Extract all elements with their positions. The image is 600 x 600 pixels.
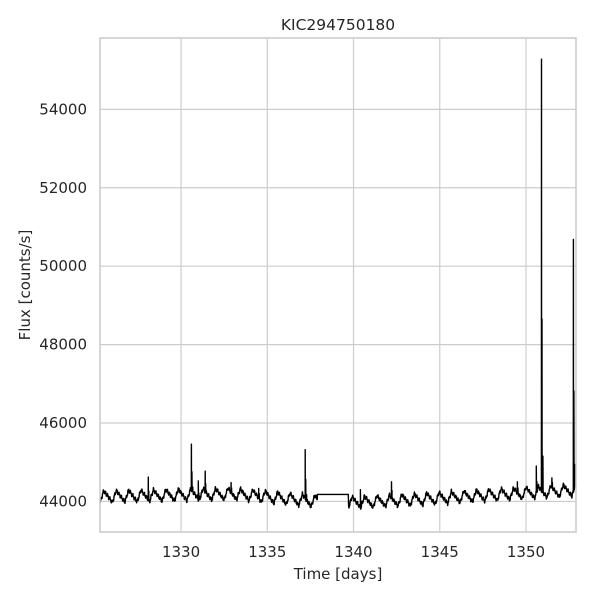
- x-tick-label: 1330: [162, 543, 200, 561]
- y-tick-label: 44000: [39, 492, 87, 510]
- chart-title: KIC294750180: [281, 16, 395, 34]
- x-axis-label: Time [days]: [293, 565, 383, 583]
- y-tick-label: 50000: [39, 257, 87, 275]
- x-tick-labels: 1330 1335 1340 1345 1350: [162, 543, 545, 561]
- y-axis-label: Flux [counts/s]: [16, 230, 34, 341]
- series-layer: [99, 58, 577, 510]
- x-tick-label: 1335: [248, 543, 286, 561]
- x-tick-label: 1340: [334, 543, 372, 561]
- flux-series-line: [99, 58, 577, 510]
- y-tick-label: 54000: [39, 100, 87, 118]
- y-tick-label: 46000: [39, 414, 87, 432]
- plot-frame: [99, 37, 577, 533]
- grid: [100, 38, 576, 532]
- y-tick-label: 48000: [39, 336, 87, 354]
- y-tick-labels: 44000 46000 48000 50000 52000 54000: [39, 100, 87, 510]
- x-tick-label: 1350: [507, 543, 545, 561]
- y-tick-label: 52000: [39, 179, 87, 197]
- x-tick-label: 1345: [421, 543, 459, 561]
